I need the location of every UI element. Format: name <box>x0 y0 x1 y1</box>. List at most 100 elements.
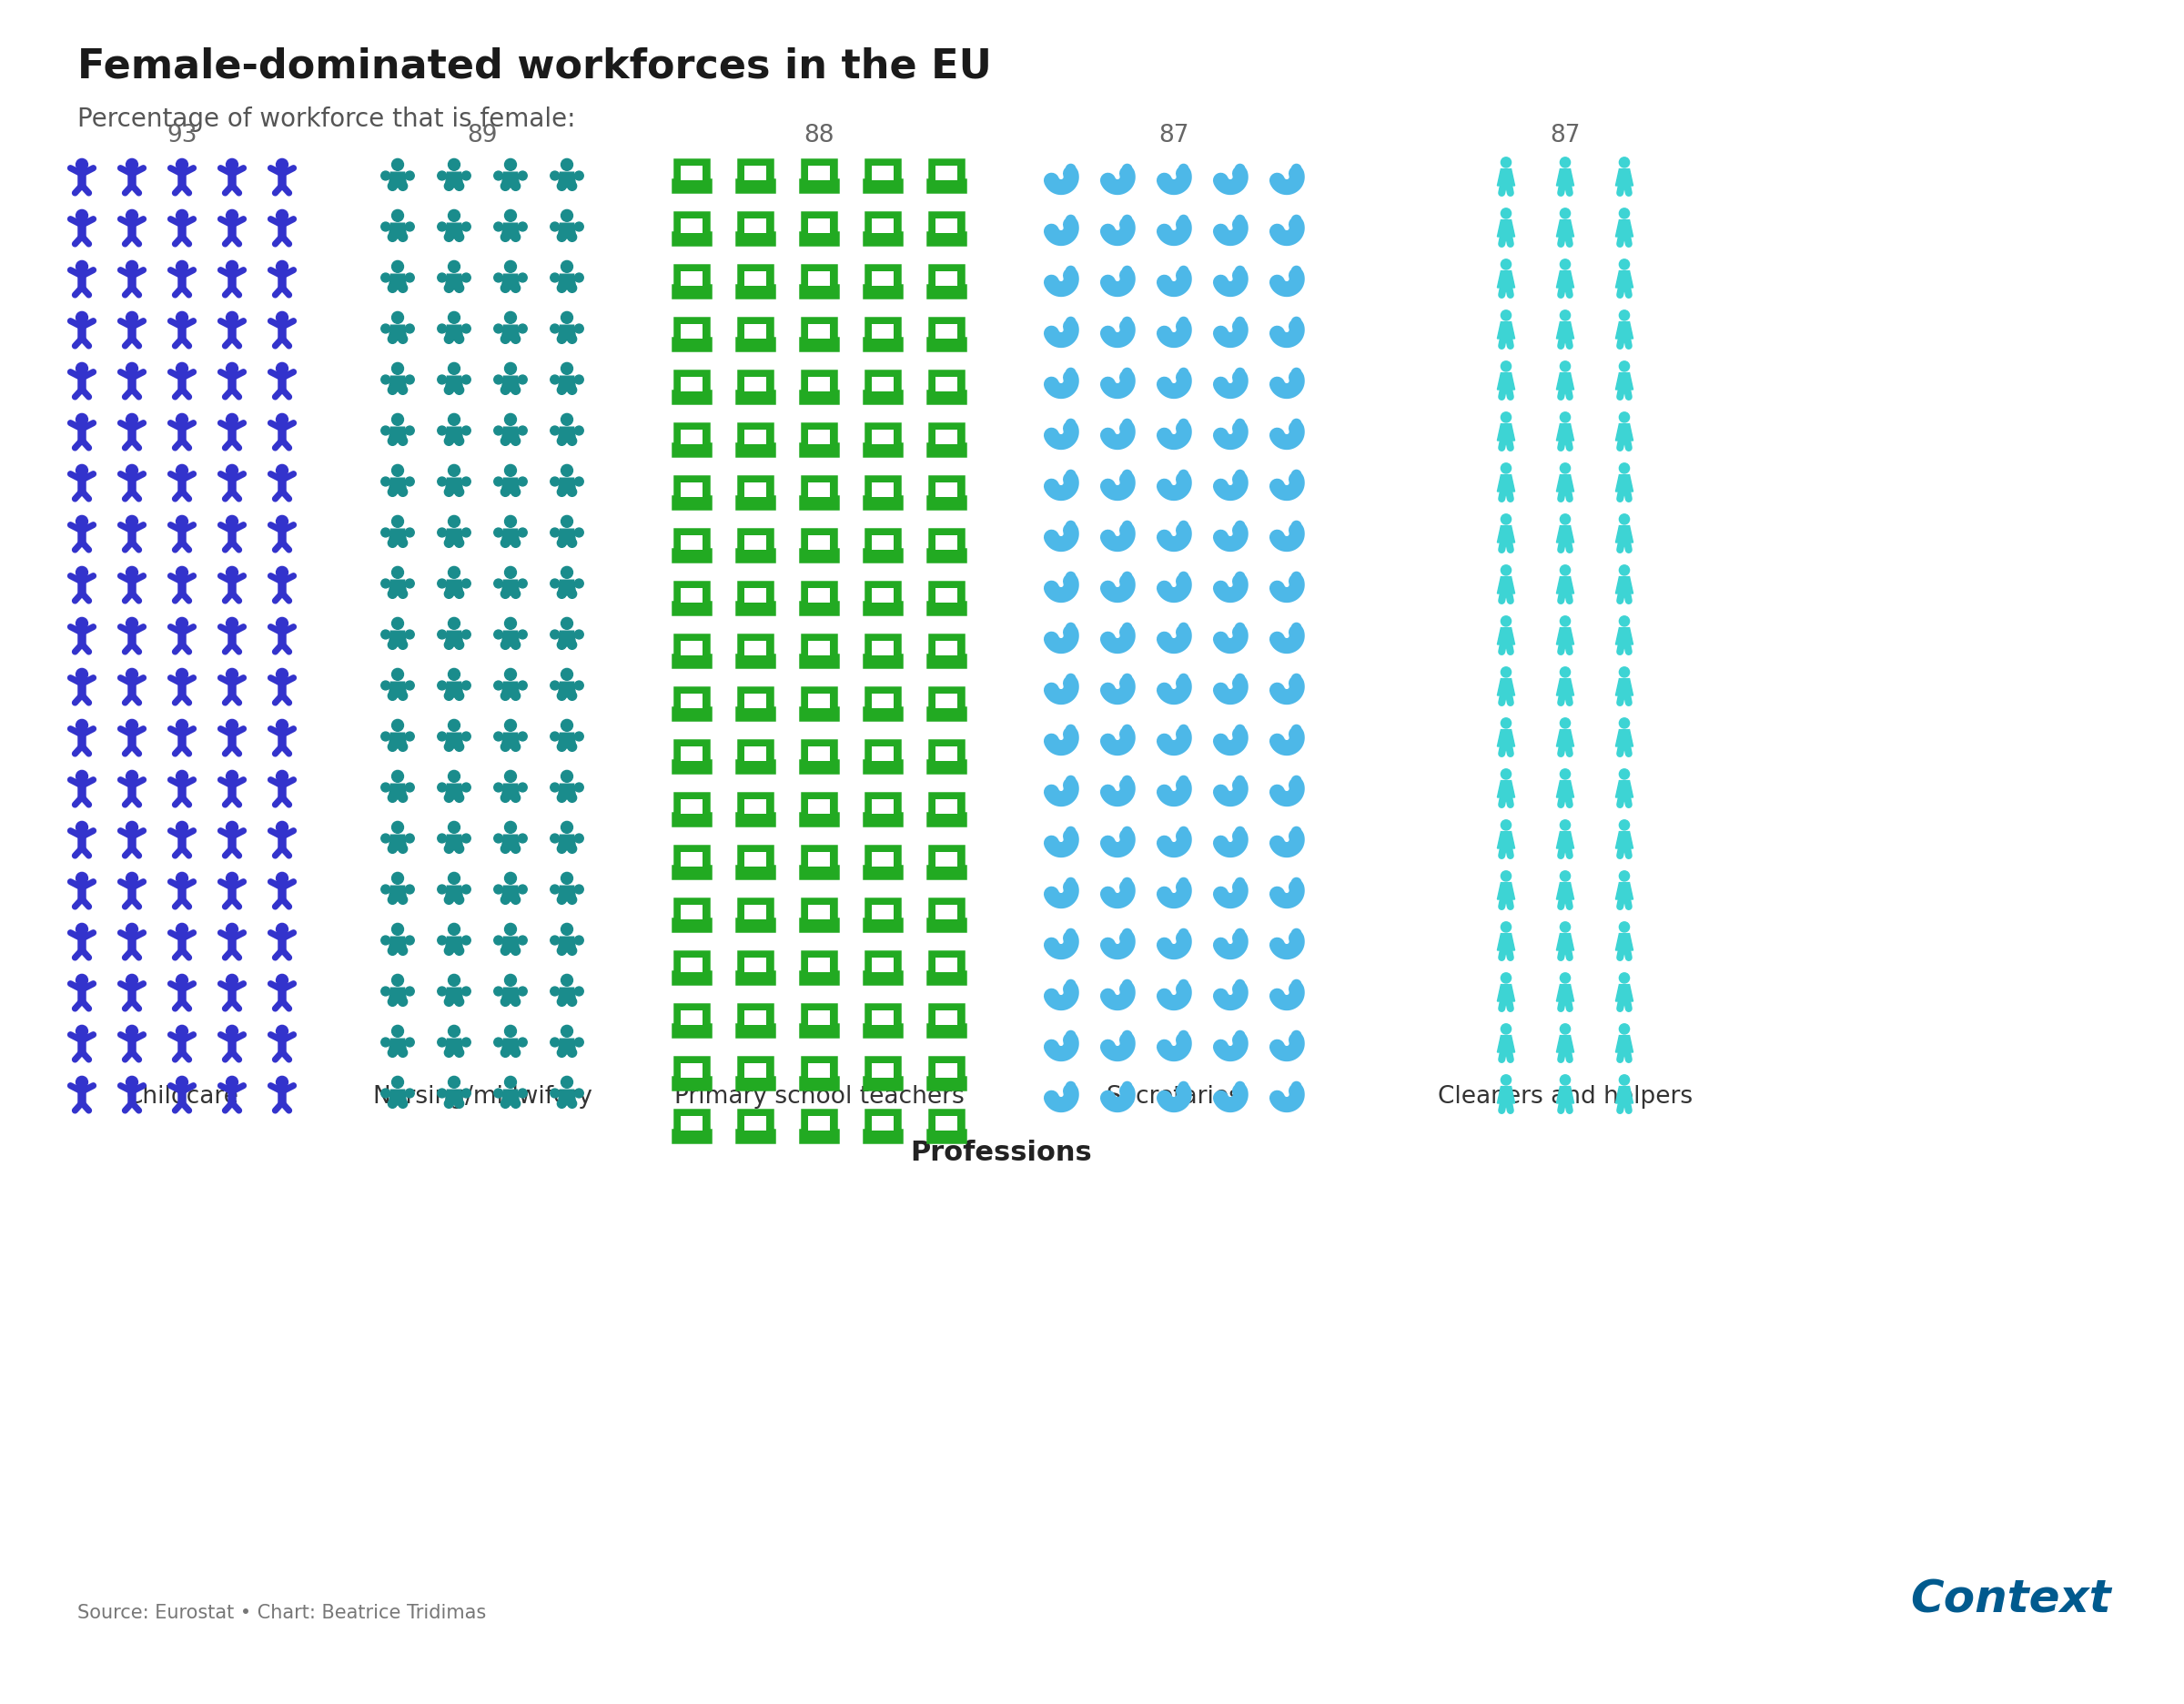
Bar <box>740 869 771 874</box>
Circle shape <box>1618 1075 1629 1085</box>
Polygon shape <box>1498 220 1516 237</box>
Circle shape <box>380 477 391 486</box>
Circle shape <box>454 385 463 394</box>
Circle shape <box>1291 521 1302 530</box>
Circle shape <box>1160 486 1168 496</box>
Bar <box>743 533 769 552</box>
Circle shape <box>550 222 559 232</box>
Circle shape <box>443 182 454 191</box>
Bar <box>869 956 895 975</box>
Bar <box>804 1028 834 1033</box>
Bar <box>677 184 708 187</box>
Circle shape <box>518 833 526 843</box>
Circle shape <box>461 884 472 895</box>
Circle shape <box>550 579 559 588</box>
Circle shape <box>406 528 415 537</box>
Bar <box>745 852 767 867</box>
Circle shape <box>443 946 454 956</box>
Circle shape <box>380 733 391 741</box>
Circle shape <box>275 363 288 375</box>
Bar <box>745 324 767 339</box>
Circle shape <box>574 528 583 537</box>
Circle shape <box>443 232 454 242</box>
Circle shape <box>406 833 415 843</box>
Circle shape <box>1046 944 1057 954</box>
Bar <box>871 1063 893 1079</box>
Circle shape <box>1066 266 1075 276</box>
Polygon shape <box>1557 475 1575 491</box>
Bar <box>808 1010 830 1026</box>
Circle shape <box>1500 310 1511 320</box>
Circle shape <box>389 692 397 700</box>
Bar <box>677 501 708 504</box>
Circle shape <box>389 436 397 445</box>
Polygon shape <box>446 1091 463 1104</box>
Polygon shape <box>1557 883 1575 900</box>
Circle shape <box>380 782 391 792</box>
Polygon shape <box>557 733 577 748</box>
Circle shape <box>505 821 515 833</box>
Circle shape <box>511 997 520 1005</box>
Circle shape <box>505 312 515 324</box>
Circle shape <box>561 158 572 170</box>
Circle shape <box>437 170 446 181</box>
Circle shape <box>461 1089 472 1097</box>
Circle shape <box>500 1099 509 1108</box>
Circle shape <box>1179 980 1188 990</box>
Circle shape <box>511 692 520 700</box>
Circle shape <box>1123 419 1131 428</box>
Circle shape <box>397 385 408 394</box>
Bar <box>933 816 961 821</box>
Polygon shape <box>389 223 406 239</box>
Circle shape <box>1103 537 1114 547</box>
Bar <box>745 588 767 603</box>
Bar <box>935 1116 957 1131</box>
Circle shape <box>1216 383 1225 394</box>
Circle shape <box>1066 521 1075 530</box>
Circle shape <box>1046 537 1057 547</box>
Circle shape <box>1559 922 1570 932</box>
Circle shape <box>568 385 577 394</box>
Circle shape <box>568 794 577 803</box>
Bar <box>867 448 898 452</box>
Polygon shape <box>1498 985 1516 1002</box>
Polygon shape <box>502 630 520 646</box>
Circle shape <box>1066 929 1075 939</box>
Bar <box>745 958 767 973</box>
Circle shape <box>518 782 526 792</box>
Bar <box>869 269 895 288</box>
Bar <box>935 535 957 550</box>
Circle shape <box>127 363 138 375</box>
Circle shape <box>227 872 238 884</box>
Circle shape <box>437 682 446 690</box>
Circle shape <box>1273 944 1282 954</box>
Circle shape <box>1559 157 1570 167</box>
Polygon shape <box>1616 169 1634 186</box>
Bar <box>933 184 961 187</box>
Bar <box>677 712 708 716</box>
Circle shape <box>1179 878 1188 888</box>
Bar <box>804 975 834 980</box>
Circle shape <box>1179 419 1188 428</box>
Circle shape <box>1500 1024 1511 1034</box>
Circle shape <box>494 733 502 741</box>
Circle shape <box>1500 617 1511 627</box>
Circle shape <box>568 692 577 700</box>
Circle shape <box>518 935 526 944</box>
Circle shape <box>1500 157 1511 167</box>
Polygon shape <box>446 733 463 748</box>
Bar <box>806 428 832 446</box>
Circle shape <box>568 538 577 547</box>
Text: Female-dominated workforces in the EU: Female-dominated workforces in the EU <box>76 48 992 87</box>
Circle shape <box>76 924 87 935</box>
Bar <box>867 237 898 240</box>
Circle shape <box>1179 164 1188 174</box>
Circle shape <box>518 579 526 588</box>
Circle shape <box>511 946 520 956</box>
Circle shape <box>177 312 188 324</box>
Bar <box>935 799 957 815</box>
Circle shape <box>389 794 397 803</box>
Polygon shape <box>1616 322 1634 339</box>
Circle shape <box>494 170 502 181</box>
Circle shape <box>1103 639 1114 649</box>
